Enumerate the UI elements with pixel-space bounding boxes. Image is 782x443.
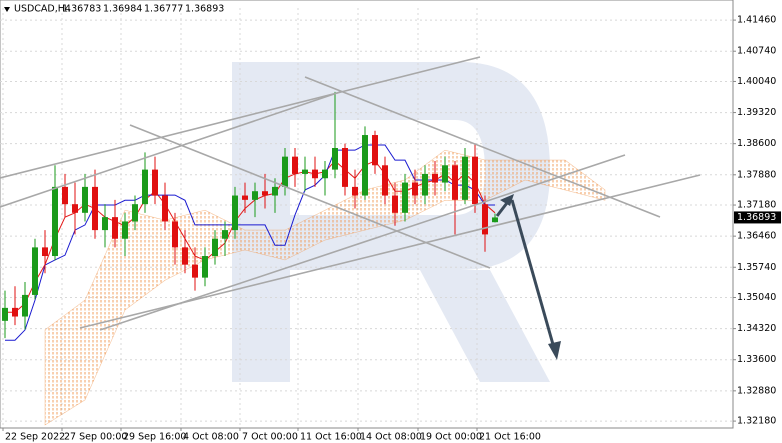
high-value: 1.36984: [103, 4, 142, 15]
candle-body: [292, 156, 298, 174]
y-tick-label: 1.35040: [737, 292, 776, 303]
open-value: 1.36783: [62, 4, 101, 15]
candle-body: [342, 148, 348, 187]
candle-body: [492, 217, 498, 223]
y-tick-label: 1.37180: [737, 200, 776, 211]
x-tick-label: 14 Oct 08:00: [360, 432, 422, 443]
candle-body: [132, 204, 138, 222]
close-value: 1.36893: [185, 4, 224, 15]
current-price-box: [734, 211, 781, 224]
candle-body: [252, 191, 258, 200]
x-tick-label: 7 Oct 00:00: [242, 432, 298, 443]
candle-body: [112, 217, 118, 239]
candle-body: [412, 182, 418, 196]
candle-body: [312, 169, 318, 179]
y-tick-label: 1.39320: [737, 107, 776, 118]
x-tick-label: 11 Oct 16:00: [300, 432, 362, 443]
y-tick-label: 1.35740: [737, 262, 776, 273]
current-price-label: 1.36893: [737, 212, 776, 223]
candle-body: [202, 256, 208, 278]
candle-body: [402, 182, 408, 213]
candle-body: [12, 307, 18, 317]
candle-body: [382, 165, 388, 196]
candle-body: [72, 204, 78, 213]
candle-body: [262, 191, 268, 196]
y-tick-label: 1.32880: [737, 385, 776, 396]
candle-body: [172, 221, 178, 248]
y-tick-label: 1.36460: [737, 231, 776, 242]
candle-body: [302, 169, 308, 174]
candle-body: [212, 238, 218, 257]
chart-header: USDCAD,H4 1.36783 1.36984 1.36777 1.3689…: [4, 4, 224, 15]
candle-body: [182, 247, 188, 265]
candle-body: [82, 186, 88, 213]
candle-body: [332, 148, 338, 170]
candle-body: [452, 165, 458, 200]
candle-body: [322, 169, 328, 179]
candle-body: [222, 230, 228, 239]
indicator-line: [5, 144, 495, 341]
candle-body: [242, 195, 248, 200]
candle-body: [192, 264, 198, 278]
candle-body: [122, 221, 128, 239]
candle-body: [432, 173, 438, 183]
x-tick-label: 27 Sep 00:00: [64, 432, 127, 443]
candle-body: [32, 247, 38, 295]
y-tick-label: 1.32180: [737, 416, 776, 427]
candle-body: [362, 135, 368, 196]
x-tick-label: 19 Oct 00:00: [420, 432, 482, 443]
candle-body: [102, 217, 108, 231]
candle-body: [42, 247, 48, 257]
candle-body: [62, 186, 68, 205]
candle-body: [232, 195, 238, 231]
candle-body: [472, 156, 478, 205]
candle-body: [372, 135, 378, 166]
symbol: USDCAD,H4: [14, 4, 71, 15]
y-tick-label: 1.38600: [737, 138, 776, 149]
y-tick-label: 1.41460: [737, 15, 776, 26]
y-tick-label: 1.34320: [737, 323, 776, 334]
x-tick-label: 4 Oct 08:00: [183, 432, 239, 443]
candle-body: [392, 195, 398, 213]
candle-body: [482, 204, 488, 235]
y-tick-label: 1.33600: [737, 354, 776, 365]
trend-lines: [0, 56, 701, 331]
y-tick-label: 1.37880: [737, 169, 776, 180]
y-tick-label: 1.40740: [737, 46, 776, 57]
candle-body: [442, 165, 448, 183]
low-value: 1.36777: [144, 4, 183, 15]
candle-body: [462, 156, 468, 200]
candle-body: [152, 169, 158, 196]
y-tick-label: 1.40040: [737, 76, 776, 87]
candle-body: [162, 195, 168, 222]
candle-body: [142, 169, 148, 205]
x-tick-label: 29 Sep 16:00: [123, 432, 186, 443]
forecast-arrow: [495, 194, 561, 360]
x-tick-label: 21 Oct 16:00: [479, 432, 541, 443]
candle-body: [22, 294, 28, 317]
candle-body: [352, 186, 358, 196]
candle-body: [422, 173, 428, 196]
candle-body: [52, 186, 58, 257]
candle-body: [282, 156, 288, 187]
candle-body: [272, 186, 278, 196]
x-tick-label: 22 Sep 2022: [5, 432, 65, 443]
candle-body: [1, 307, 8, 321]
candle-body: [92, 186, 98, 231]
